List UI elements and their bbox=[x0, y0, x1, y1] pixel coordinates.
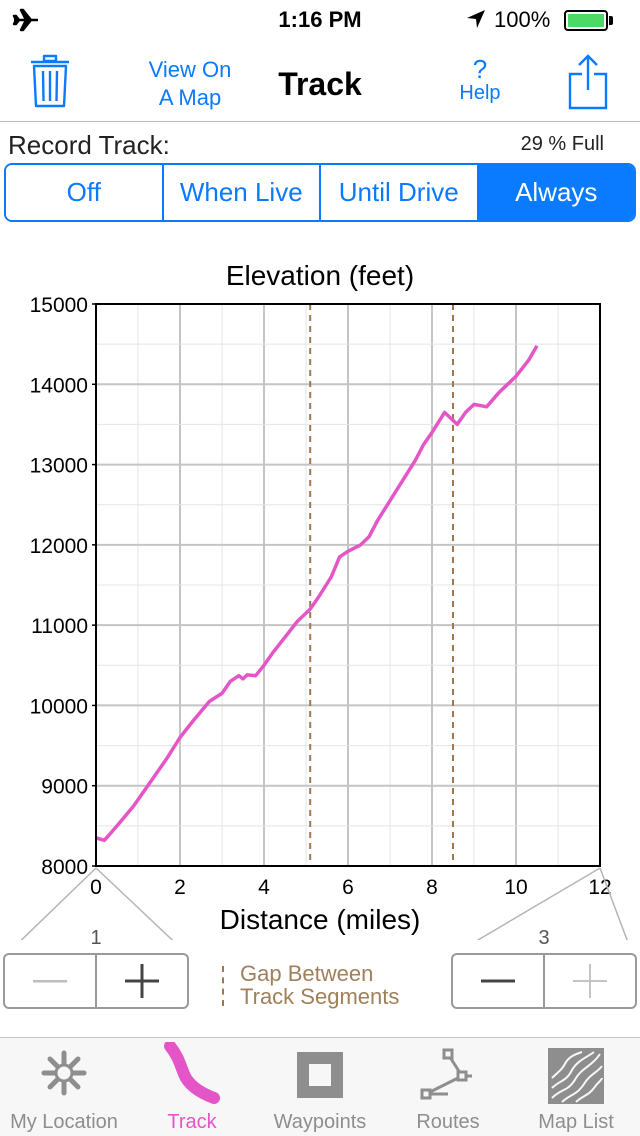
y-tick-label: 11000 bbox=[31, 615, 88, 638]
y-tick-label: 10000 bbox=[30, 695, 88, 718]
tab-track[interactable]: Track bbox=[128, 1038, 256, 1136]
routes-icon bbox=[420, 1048, 472, 1100]
storage-full-label: 29 % Full bbox=[520, 133, 604, 155]
x-tick-label: 6 bbox=[342, 876, 354, 899]
trash-icon[interactable] bbox=[30, 54, 70, 108]
dashed-line-icon bbox=[222, 966, 224, 1006]
y-tick-label: 14000 bbox=[30, 374, 88, 397]
tab-bar: My Location Track Waypoints Routes bbox=[0, 1037, 640, 1136]
y-tick-label: 12000 bbox=[30, 535, 88, 558]
record-option-always[interactable]: Always bbox=[478, 165, 634, 220]
chart-grid bbox=[96, 304, 600, 866]
record-option-until-drive[interactable]: Until Drive bbox=[321, 165, 479, 220]
track-icon bbox=[164, 1042, 220, 1104]
airplane-icon bbox=[12, 8, 38, 32]
right-zoom-plus-button[interactable] bbox=[545, 955, 635, 1007]
y-tick-label: 8000 bbox=[41, 856, 88, 879]
minus-icon bbox=[33, 980, 67, 983]
segment-gap-lines bbox=[309, 304, 454, 866]
y-tick-label: 13000 bbox=[30, 455, 88, 478]
tab-map-list[interactable]: Map List bbox=[512, 1038, 640, 1136]
right-zoom-level: 3 bbox=[538, 927, 550, 949]
left-zoom-plus-button[interactable] bbox=[97, 955, 187, 1007]
left-zoom-minus-button[interactable] bbox=[5, 955, 97, 1007]
zoom-guide-lines bbox=[20, 867, 628, 940]
plot-frame bbox=[95, 303, 601, 867]
x-tick-label: 4 bbox=[258, 876, 270, 899]
elevation-chart: Elevation (feet) 8000 9000 10000 11000 12000… bbox=[20, 260, 628, 940]
elevation-line bbox=[95, 344, 539, 843]
right-zoom-minus-button[interactable] bbox=[453, 955, 545, 1007]
my-location-icon bbox=[41, 1050, 87, 1096]
tab-my-location[interactable]: My Location bbox=[0, 1038, 128, 1136]
location-arrow-icon bbox=[467, 10, 485, 28]
record-option-when-live[interactable]: When Live bbox=[163, 165, 321, 220]
battery-percent: 100% bbox=[494, 7, 551, 32]
chart-title: Elevation (feet) bbox=[226, 260, 414, 291]
x-tick-label: 12 bbox=[588, 876, 611, 899]
minus-icon bbox=[481, 979, 515, 983]
navigation-bar: View On A Map Track ? Help bbox=[0, 40, 640, 122]
x-axis-label: Distance (miles) bbox=[220, 904, 421, 935]
waypoints-icon bbox=[297, 1052, 343, 1098]
x-tick-label: 10 bbox=[504, 876, 527, 899]
x-tick-label: 0 bbox=[90, 876, 102, 899]
view-on-map-button[interactable]: View On A Map bbox=[148, 57, 232, 110]
page-title: Track bbox=[278, 66, 362, 102]
x-axis-ticks: 0 2 4 6 8 10 12 bbox=[90, 876, 612, 899]
y-tick-label: 9000 bbox=[41, 776, 88, 799]
record-track-label: Record Track: bbox=[8, 130, 170, 160]
y-tick-label: 15000 bbox=[30, 294, 88, 317]
record-track-segmented-control: Off When Live Until Drive Always bbox=[4, 163, 636, 222]
help-button[interactable]: ? Help bbox=[450, 56, 510, 104]
status-time: 1:16 PM bbox=[278, 7, 362, 32]
x-tick-label: 8 bbox=[426, 876, 438, 899]
plus-icon bbox=[573, 964, 607, 998]
right-zoom-stepper bbox=[451, 953, 637, 1009]
tab-waypoints[interactable]: Waypoints bbox=[256, 1038, 384, 1136]
left-zoom-level: 1 bbox=[90, 927, 102, 949]
map-list-icon bbox=[548, 1048, 604, 1104]
status-bar: 1:16 PM 100% bbox=[0, 0, 640, 40]
battery-icon bbox=[564, 10, 608, 31]
x-tick-label: 2 bbox=[174, 876, 186, 899]
share-icon[interactable] bbox=[566, 54, 610, 110]
y-axis-ticks: 8000 9000 10000 11000 12000 13000 14000 15000 bbox=[30, 294, 96, 879]
left-zoom-stepper bbox=[3, 953, 189, 1009]
help-icon: ? bbox=[472, 54, 488, 84]
chart-series bbox=[95, 344, 539, 843]
tab-routes[interactable]: Routes bbox=[384, 1038, 512, 1136]
record-option-off[interactable]: Off bbox=[6, 165, 164, 220]
plus-icon bbox=[125, 964, 159, 998]
